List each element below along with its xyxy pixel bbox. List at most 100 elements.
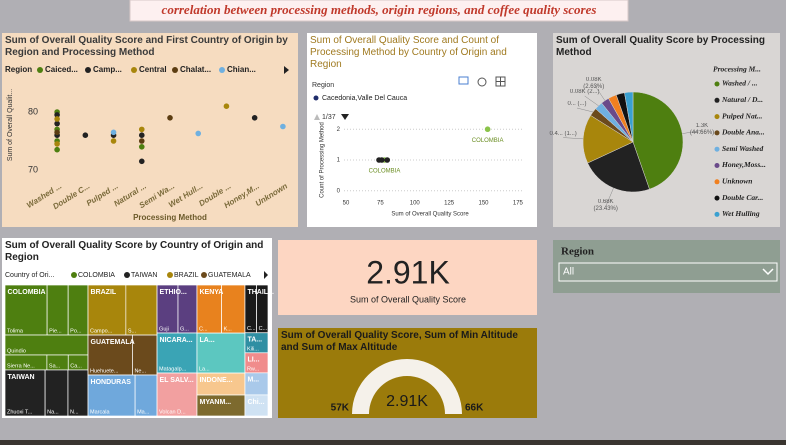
x-axis-title: Processing Method xyxy=(133,213,207,222)
data-point xyxy=(138,144,145,150)
tile-country-label: Chi... xyxy=(247,399,264,406)
legend-label: Chian... xyxy=(227,65,256,74)
legend-label: GUATEMALA xyxy=(208,272,251,279)
legend-title: Processing M... xyxy=(713,65,761,74)
pie-slice xyxy=(624,91,634,143)
label-box: 0.4... (1...) xyxy=(549,130,577,137)
panel xyxy=(2,33,298,227)
tile-region-label: Ne... xyxy=(134,368,146,374)
kpi-label: Sum of Overall Quality Score xyxy=(350,294,466,304)
legend-marker xyxy=(201,272,207,278)
x-tick-label: 50 xyxy=(343,201,350,207)
gauge-tick-label: 57K xyxy=(331,403,350,414)
panel xyxy=(307,33,537,227)
legend-marker xyxy=(714,81,720,87)
tile-country-label: TAIWAN xyxy=(8,374,35,381)
treemap-tile xyxy=(132,334,158,376)
title-box: Sum of Overall Quality Score and Count o… xyxy=(310,35,507,70)
data-point xyxy=(484,126,491,133)
data-point xyxy=(54,116,60,122)
slicer-value: All xyxy=(563,267,574,278)
legend-label: BRAZIL xyxy=(174,272,199,279)
slicer-title: Region xyxy=(561,246,594,258)
data-point xyxy=(54,120,60,127)
tile-region-label: C... xyxy=(247,326,256,332)
data-point xyxy=(251,115,258,121)
tile-region-label: C... xyxy=(259,326,268,332)
treemap-tile xyxy=(244,394,269,417)
tile-country-label: KENYA xyxy=(199,289,223,296)
tile-region-label: C... xyxy=(199,327,208,333)
page-up[interactable] xyxy=(314,114,320,120)
legend-label: COLOMBIA xyxy=(78,272,115,279)
legend-label: Chalat... xyxy=(180,65,211,74)
data-point xyxy=(54,112,60,118)
data-point xyxy=(138,138,145,144)
data-point xyxy=(195,130,202,137)
kpi-value: 2.91K xyxy=(366,254,450,290)
legend-label: Cacedonia,Valle Del Cauca xyxy=(322,95,407,102)
tile-region-label: Huehuete... xyxy=(90,368,119,374)
title-box: Sum of Overall Quality Score by Processi… xyxy=(556,35,765,58)
tile-region-label: Po... xyxy=(70,328,82,334)
tile-country-label: COLOMBIA xyxy=(8,289,46,296)
legend-marker xyxy=(714,195,720,201)
comment-icon[interactable] xyxy=(458,76,469,85)
leader-line xyxy=(584,95,599,106)
tile-country-label: BRAZIL xyxy=(91,289,117,296)
slicer-dropdown[interactable] xyxy=(558,262,778,282)
legend-marker xyxy=(167,272,173,278)
data-point xyxy=(54,146,60,153)
y-tick-label: 80 xyxy=(28,106,38,116)
settings-icon[interactable] xyxy=(477,77,487,87)
label-box: 1.3K (44.66%) xyxy=(690,123,714,136)
dropdown-chevron[interactable] xyxy=(762,268,774,276)
x-tick-label: 175 xyxy=(513,201,524,207)
chart-title: Sum of Overall Quality Score and Count o… xyxy=(310,35,507,70)
pie-slice xyxy=(582,115,634,164)
y-tick-label: 70 xyxy=(28,164,38,174)
title-box: Sum of Overall Quality Score and First C… xyxy=(5,35,288,58)
data-label: 0... (...) xyxy=(567,101,587,108)
legend-marker xyxy=(172,67,178,73)
data-point xyxy=(54,129,60,136)
legend-marker xyxy=(714,114,720,120)
page-down[interactable] xyxy=(341,114,349,120)
y-tick-label: 0 xyxy=(337,188,341,194)
legend-label: Honey,Moss... xyxy=(721,160,766,169)
legend-label: Double Car... xyxy=(721,193,763,202)
tile-country-label: NICARA... xyxy=(160,337,193,344)
legend-scroll[interactable] xyxy=(284,66,289,74)
legend-label: Washed / ... xyxy=(722,79,758,88)
data-point xyxy=(378,157,385,163)
tile-country-label: THAIL... xyxy=(247,289,273,296)
tile-region-label: Pie... xyxy=(49,328,62,334)
tile-region-label: Marcala xyxy=(90,409,111,415)
legend-label: TAIWAN xyxy=(131,272,157,279)
data-label: 0.08K (2.63%) xyxy=(583,77,605,91)
tile-region-label: Kili... xyxy=(247,346,259,352)
legend-marker xyxy=(714,179,720,185)
data-label: COLOMBIA xyxy=(472,138,504,144)
legend-label: Semi Washed xyxy=(722,144,763,153)
legend-label: Pulped Nat... xyxy=(722,111,763,120)
legend-label: Unknown xyxy=(722,177,752,186)
gauge-value: 2.91K xyxy=(386,393,428,410)
data-point xyxy=(138,126,145,133)
tile-region-label: Tolima xyxy=(7,328,24,334)
y-axis-title: Sum of Overall Qualit... xyxy=(7,89,14,161)
title-box: Sum of Overall Quality Score, Sum of Min… xyxy=(281,330,518,353)
tile-region-label: Quindio xyxy=(7,348,26,354)
label-box: 0.08K (2...) xyxy=(570,89,600,95)
tile-country-label: TA... xyxy=(247,337,262,344)
chart-title: Sum of Overall Quality Score and First C… xyxy=(5,35,288,58)
data-label: 0.4... (1...) xyxy=(549,130,577,137)
y-tick-label: 1 xyxy=(337,158,341,164)
legend-scroll[interactable] xyxy=(264,271,268,279)
tile-region-label: Ma... xyxy=(137,409,150,415)
legend-title: Region xyxy=(312,82,334,89)
tile-region-label: Matagalp... xyxy=(159,366,187,372)
tile-region-label: La... xyxy=(199,367,210,373)
label-box: 0.68K (23.43%) xyxy=(594,199,618,212)
